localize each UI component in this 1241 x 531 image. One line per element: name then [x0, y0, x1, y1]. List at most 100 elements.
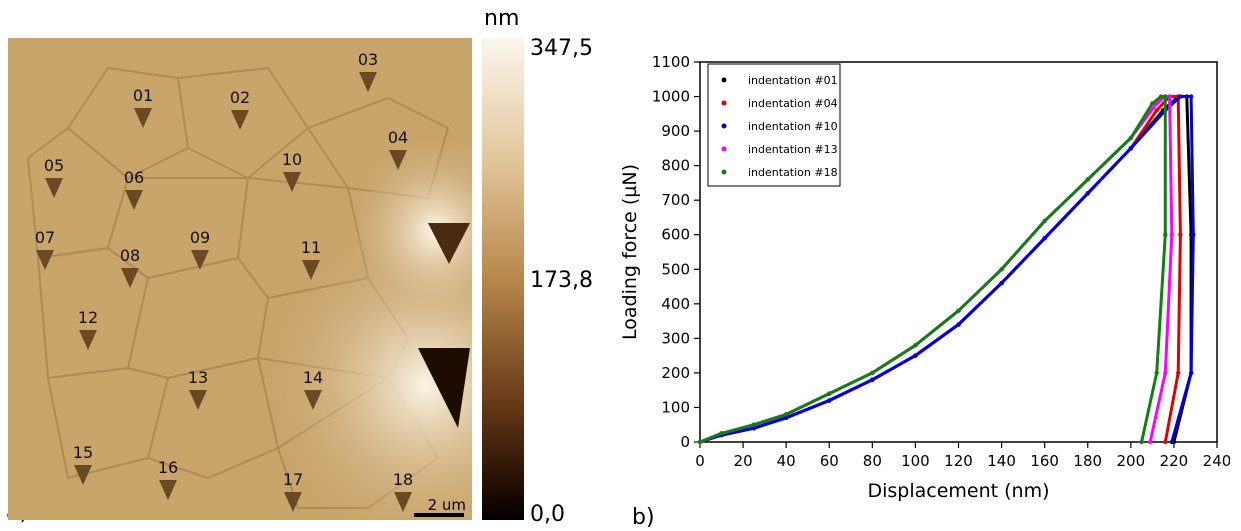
indent-marker-label: 13: [187, 368, 209, 387]
x-tick-label: 0: [695, 452, 705, 470]
load-displacement-chart: 0 20 40 60 80 100 120 140 160 180 200 220 240 0 100 200…: [619, 53, 1230, 502]
series-point-3: [1169, 232, 1174, 237]
legend-marker: [721, 100, 727, 106]
indent-triangle-icon: [36, 250, 54, 270]
series-point-1: [1154, 108, 1159, 113]
series-point-2: [1169, 439, 1174, 445]
series-point-4: [999, 267, 1004, 272]
legend-marker: [721, 77, 727, 83]
series-point-4: [1085, 177, 1090, 182]
series-point-4: [1154, 370, 1159, 376]
x-tick-label: 20: [734, 452, 753, 470]
y-tick-label: 0: [680, 433, 690, 451]
indent-triangle-icon: [121, 268, 139, 288]
y-tick-label: 900: [661, 122, 690, 140]
indent-marker-label: 10: [281, 150, 303, 169]
legend-label: indentation #04: [748, 97, 838, 110]
scale-bar-label: 2 um: [427, 496, 466, 514]
series-point-4: [1163, 232, 1168, 237]
indent-triangle-icon: [231, 110, 249, 130]
legend-box: [707, 63, 841, 187]
legend-marker: [721, 146, 727, 152]
y-tick-label: 500: [661, 260, 690, 278]
large-indent-lower: [418, 348, 470, 428]
indent-marker-label: 07: [34, 228, 56, 247]
panel-b-label: b): [632, 505, 655, 530]
indent-marker-label: 05: [43, 156, 65, 175]
x-tick-label: 240: [1203, 452, 1230, 470]
indent-triangle-icon: [134, 108, 152, 128]
series-point-2: [827, 398, 832, 403]
large-indent-upper: [428, 223, 470, 264]
indent-marker-label: 04: [387, 128, 409, 147]
indent-marker-label: 16: [157, 458, 179, 477]
y-tick-label: 800: [661, 157, 690, 175]
series-point-4: [827, 391, 832, 396]
indent-triangle-icon: [283, 172, 301, 192]
series-point-2: [1188, 370, 1194, 376]
afm-image: 01 02 03 04 05 06 07 08 09 10 11 12 13 14 15 16 17 18 2 u…: [8, 38, 472, 520]
y-tick-label: 600: [661, 226, 690, 244]
series-point-2: [1042, 235, 1047, 241]
series-point-2: [870, 377, 875, 383]
y-tick-label: 200: [661, 364, 690, 382]
legend-label: indentation #10: [748, 120, 838, 133]
x-tick-label: 200: [1117, 452, 1146, 470]
x-tick-label: 100: [901, 452, 930, 470]
legend-label: indentation #13: [748, 143, 838, 156]
indent-triangle-icon: [79, 330, 97, 350]
series-point-2: [1188, 94, 1194, 99]
series-point-2: [1191, 232, 1196, 237]
afm-topography: [8, 38, 472, 520]
series-point-4: [1139, 439, 1144, 445]
indent-marker-label: 06: [123, 168, 145, 187]
indent-triangle-icon: [359, 72, 377, 92]
series-point-2: [751, 425, 757, 431]
series-point-4: [1163, 94, 1168, 99]
series-point-4: [719, 431, 724, 436]
height-colorbar: [482, 38, 524, 520]
indent-triangle-icon: [74, 465, 92, 485]
series-point-4: [783, 412, 789, 417]
legend-label: indentation #18: [748, 166, 838, 179]
indent-marker-label: 14: [302, 368, 324, 387]
colorbar-max: 347,5: [530, 36, 593, 61]
x-tick-label: 120: [944, 452, 973, 470]
y-tick-label: 1000: [652, 88, 690, 106]
series-point-2: [999, 280, 1004, 286]
series-point-2: [1178, 94, 1183, 99]
legend-marker: [721, 123, 727, 129]
indent-triangle-icon: [394, 492, 412, 512]
series-line-2: [699, 95, 1195, 444]
colorbar-min: 0,0: [530, 502, 565, 527]
x-axis-label: Displacement (nm): [867, 480, 1049, 502]
indent-marker-label: 15: [72, 443, 94, 462]
x-tick-label: 60: [820, 452, 839, 470]
chart-series: [697, 94, 1196, 445]
series-point-4: [1128, 135, 1134, 141]
indent-triangle-icon: [302, 260, 320, 280]
indent-marker-label: 09: [189, 228, 211, 247]
y-tick-label: 1100: [652, 53, 690, 71]
y-axis-label: Loading force (µN): [619, 164, 641, 340]
y-tick-label: 700: [661, 191, 690, 209]
x-tick-label: 40: [777, 452, 796, 470]
indent-triangle-icon: [125, 190, 143, 210]
indent-marker-label: 12: [77, 308, 99, 327]
indent-triangle-icon: [191, 250, 209, 270]
series-point-4: [870, 370, 875, 376]
series-point-4: [956, 308, 961, 313]
colorbar-mid: 173,8: [530, 268, 593, 293]
scale-bar: [414, 513, 464, 517]
indent-triangle-icon: [189, 390, 207, 410]
series-point-4: [697, 439, 703, 445]
legend-label: indentation #01: [748, 74, 838, 87]
indent-triangle-icon: [45, 178, 63, 198]
indent-marker-label: 17: [282, 470, 304, 489]
indent-triangle-icon: [284, 492, 302, 512]
series-point-2: [1128, 146, 1134, 151]
indent-triangle-icon: [389, 150, 407, 170]
series-point-4: [1042, 218, 1047, 224]
indent-marker-label: 08: [119, 246, 141, 265]
indent-marker-label: 18: [392, 470, 414, 489]
